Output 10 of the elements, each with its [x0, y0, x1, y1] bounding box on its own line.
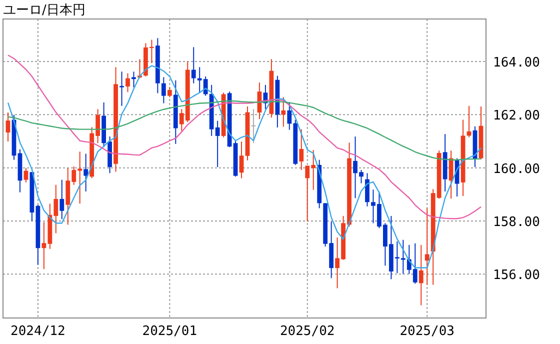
xtick: 2025/03 [400, 324, 454, 339]
title: ユーロ/日本円 [3, 3, 86, 18]
ytick: 156.00 [493, 268, 540, 284]
xtick: 2025/01 [142, 324, 198, 339]
xtick: 2024/12 [10, 324, 66, 339]
ytick: 158.00 [493, 215, 540, 230]
xtick: 2025/02 [280, 324, 335, 339]
ytick: 164.00 [493, 56, 540, 71]
ytick: 162.00 [493, 108, 540, 124]
ytick: 160.00 [493, 162, 540, 177]
